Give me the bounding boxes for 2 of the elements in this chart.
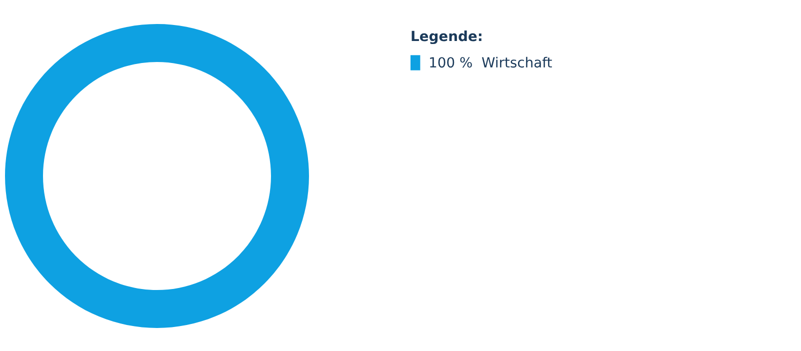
legend-label: 100 % Wirtschaft — [430, 56, 552, 68]
legend-title: Legende: — [412, 30, 482, 44]
